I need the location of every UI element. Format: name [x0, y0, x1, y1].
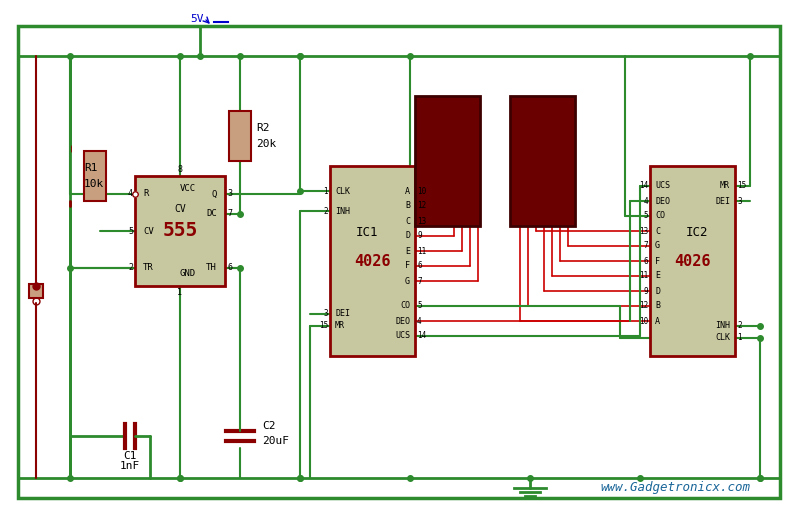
Text: UCS: UCS — [395, 331, 410, 341]
Text: 12: 12 — [638, 301, 648, 311]
Text: 2: 2 — [737, 321, 742, 331]
Text: C: C — [655, 227, 660, 235]
Text: 7: 7 — [643, 241, 648, 250]
Text: 4026: 4026 — [354, 253, 390, 268]
Text: 13: 13 — [638, 227, 648, 235]
Text: 8: 8 — [178, 165, 182, 174]
Text: 10k: 10k — [84, 179, 104, 189]
Text: CO: CO — [655, 212, 665, 220]
Text: 11: 11 — [417, 247, 426, 255]
Text: TH: TH — [206, 264, 217, 272]
Text: 13: 13 — [417, 217, 426, 225]
Text: 5: 5 — [128, 227, 133, 235]
Text: C: C — [405, 217, 410, 225]
Text: 11: 11 — [638, 271, 648, 281]
Text: G: G — [655, 241, 660, 250]
Text: 3: 3 — [737, 197, 742, 205]
Text: 5: 5 — [417, 301, 422, 311]
Text: 1: 1 — [737, 333, 742, 343]
Text: 9: 9 — [643, 286, 648, 296]
Text: F: F — [405, 262, 410, 270]
Text: 10: 10 — [638, 316, 648, 326]
Text: www.Gadgetronicx.com: www.Gadgetronicx.com — [600, 481, 750, 494]
Text: 1nF: 1nF — [120, 461, 140, 471]
Text: F: F — [655, 256, 660, 266]
Text: DEO: DEO — [395, 316, 410, 326]
Bar — [29, 284, 43, 298]
Text: D: D — [405, 232, 410, 240]
Text: 4: 4 — [417, 316, 422, 326]
Text: DEI: DEI — [335, 310, 350, 318]
Text: E: E — [655, 271, 660, 281]
Text: 12: 12 — [417, 202, 426, 211]
Text: 5: 5 — [643, 212, 648, 220]
Bar — [330, 166, 415, 356]
Text: GND: GND — [180, 269, 196, 278]
Text: R2: R2 — [256, 123, 270, 133]
Text: CV: CV — [174, 204, 186, 214]
Text: B: B — [405, 202, 410, 211]
Text: A: A — [655, 316, 660, 326]
Text: 6: 6 — [643, 256, 648, 266]
Text: Q: Q — [212, 189, 217, 199]
Text: DEI: DEI — [715, 197, 730, 205]
Bar — [84, 151, 106, 201]
Bar — [650, 166, 735, 356]
Text: 14: 14 — [638, 182, 648, 190]
Bar — [415, 96, 480, 226]
Text: R: R — [143, 189, 148, 199]
Text: 6: 6 — [417, 262, 422, 270]
Text: 9: 9 — [417, 232, 422, 240]
Text: 20k: 20k — [256, 139, 276, 149]
Text: CLK: CLK — [335, 186, 350, 196]
Text: 2: 2 — [128, 264, 133, 272]
Text: CV: CV — [143, 227, 154, 235]
Text: CLK: CLK — [715, 333, 730, 343]
Text: 20uF: 20uF — [262, 436, 289, 446]
Text: B: B — [655, 301, 660, 311]
Bar — [135, 176, 225, 286]
Text: 3: 3 — [227, 189, 232, 199]
Text: CO: CO — [400, 301, 410, 311]
Text: 4: 4 — [128, 189, 133, 199]
Bar — [510, 96, 575, 226]
Text: 7: 7 — [227, 209, 232, 218]
Text: 10: 10 — [417, 186, 426, 196]
Text: 2: 2 — [323, 206, 328, 216]
Text: MR: MR — [720, 182, 730, 190]
Text: D: D — [655, 286, 660, 296]
Text: 3: 3 — [323, 310, 328, 318]
Text: A: A — [405, 186, 410, 196]
Text: 14: 14 — [417, 331, 426, 341]
Text: 1: 1 — [323, 186, 328, 196]
Text: C2: C2 — [262, 421, 275, 431]
Text: DC: DC — [206, 209, 217, 218]
Text: 7: 7 — [417, 277, 422, 285]
Text: 5V: 5V — [190, 14, 204, 24]
Text: INH: INH — [715, 321, 730, 331]
Text: G: G — [405, 277, 410, 285]
Text: IC2: IC2 — [686, 227, 708, 239]
Bar — [229, 111, 251, 161]
Text: DEO: DEO — [655, 197, 670, 205]
Text: 4: 4 — [643, 197, 648, 205]
Text: 15: 15 — [318, 321, 328, 331]
Text: 4026: 4026 — [674, 253, 710, 268]
Text: UCS: UCS — [655, 182, 670, 190]
Text: C1: C1 — [123, 451, 137, 461]
Text: R1: R1 — [84, 163, 98, 173]
Text: 6: 6 — [227, 264, 232, 272]
Text: E: E — [405, 247, 410, 255]
Text: IC1: IC1 — [356, 227, 378, 239]
Text: 555: 555 — [162, 221, 198, 240]
Text: MR: MR — [335, 321, 345, 331]
Text: TR: TR — [143, 264, 154, 272]
Text: 1: 1 — [178, 288, 182, 297]
Text: VCC: VCC — [180, 184, 196, 193]
Text: INH: INH — [335, 206, 350, 216]
Text: 15: 15 — [737, 182, 746, 190]
